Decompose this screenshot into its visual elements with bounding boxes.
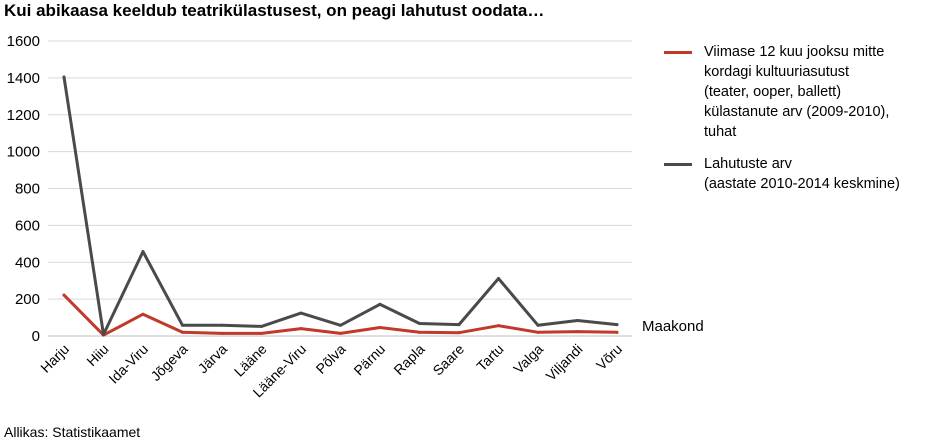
data-point [220, 331, 224, 335]
y-tick-label: 600 [15, 217, 40, 234]
legend-item-visitors: Viimase 12 kuu jooksu mitte kordagi kult… [664, 42, 928, 142]
x-tick-label: Ida-Viru [105, 341, 151, 387]
data-point [299, 311, 303, 315]
series-line-divorces [62, 75, 619, 336]
y-tick-label: 1600 [7, 33, 40, 50]
data-point [181, 330, 184, 334]
series-lines [62, 75, 619, 337]
x-tick-label: Harju [37, 341, 72, 376]
data-point [181, 323, 184, 327]
data-point [339, 331, 342, 335]
data-point [339, 323, 342, 327]
y-tick-label: 200 [15, 291, 40, 308]
data-point [62, 75, 66, 79]
data-point [497, 276, 500, 280]
legend-label: Lahutuste arv (aastate 2010-2014 keskmin… [704, 156, 900, 192]
data-point [378, 326, 382, 330]
legend: Viimase 12 kuu jooksu mitte kordagi kult… [664, 42, 928, 194]
data-point [220, 323, 224, 327]
data-point [141, 312, 145, 316]
data-point [457, 323, 461, 327]
data-point [497, 324, 500, 328]
y-axis-ticks: 0 200 400 600 800 1000 1200 1400 1600 [7, 33, 40, 345]
y-tick-label: 800 [15, 181, 40, 198]
y-tick-label: 400 [15, 254, 40, 271]
x-tick-label: Tartu [473, 341, 506, 374]
grid-lines [48, 40, 632, 300]
x-tick-label: Saare [429, 341, 467, 379]
data-point [457, 331, 461, 335]
x-tick-label: Valga [510, 341, 546, 377]
data-point [378, 302, 382, 306]
legend-label: Viimase 12 kuu jooksu mitte kordagi kult… [704, 44, 890, 140]
x-tick-label: Järva [195, 341, 231, 377]
data-point [536, 330, 540, 334]
x-tick-label: Rapla [390, 341, 427, 378]
data-point [615, 330, 619, 334]
x-tick-label: Võru [593, 341, 625, 373]
series-line-visitors [62, 293, 619, 337]
data-point [576, 330, 579, 334]
legend-swatch-red [664, 51, 692, 54]
legend-item-divorces: Lahutuste arv (aastate 2010-2014 keskmin… [664, 154, 928, 194]
data-point [536, 323, 540, 327]
data-point [62, 293, 66, 297]
data-point [418, 330, 421, 334]
y-tick-label: 0 [32, 328, 40, 345]
x-tick-label: Jõgeva [147, 341, 190, 384]
data-point [299, 327, 303, 331]
x-tick-label: Pärnu [350, 341, 388, 379]
data-point [141, 250, 145, 254]
data-point [418, 321, 421, 325]
chart-title: Kui abikaasa keeldub teatrikülastusest, … [4, 1, 545, 20]
y-tick-label: 1000 [7, 144, 40, 161]
x-axis-label: Maakond [642, 318, 704, 335]
data-point [260, 331, 263, 335]
x-tick-label: Hiiu [83, 341, 111, 369]
y-tick-label: 1200 [7, 107, 40, 124]
legend-swatch-gray [664, 163, 692, 166]
y-tick-label: 1400 [7, 70, 40, 87]
data-point [615, 323, 619, 327]
data-point [260, 324, 263, 328]
data-point [576, 319, 579, 323]
x-tick-label: Viljandi [543, 341, 586, 384]
source-note: Allikas: Statistikaamet [4, 424, 141, 440]
x-tick-label: Põlva [313, 341, 349, 377]
data-point [102, 333, 105, 337]
